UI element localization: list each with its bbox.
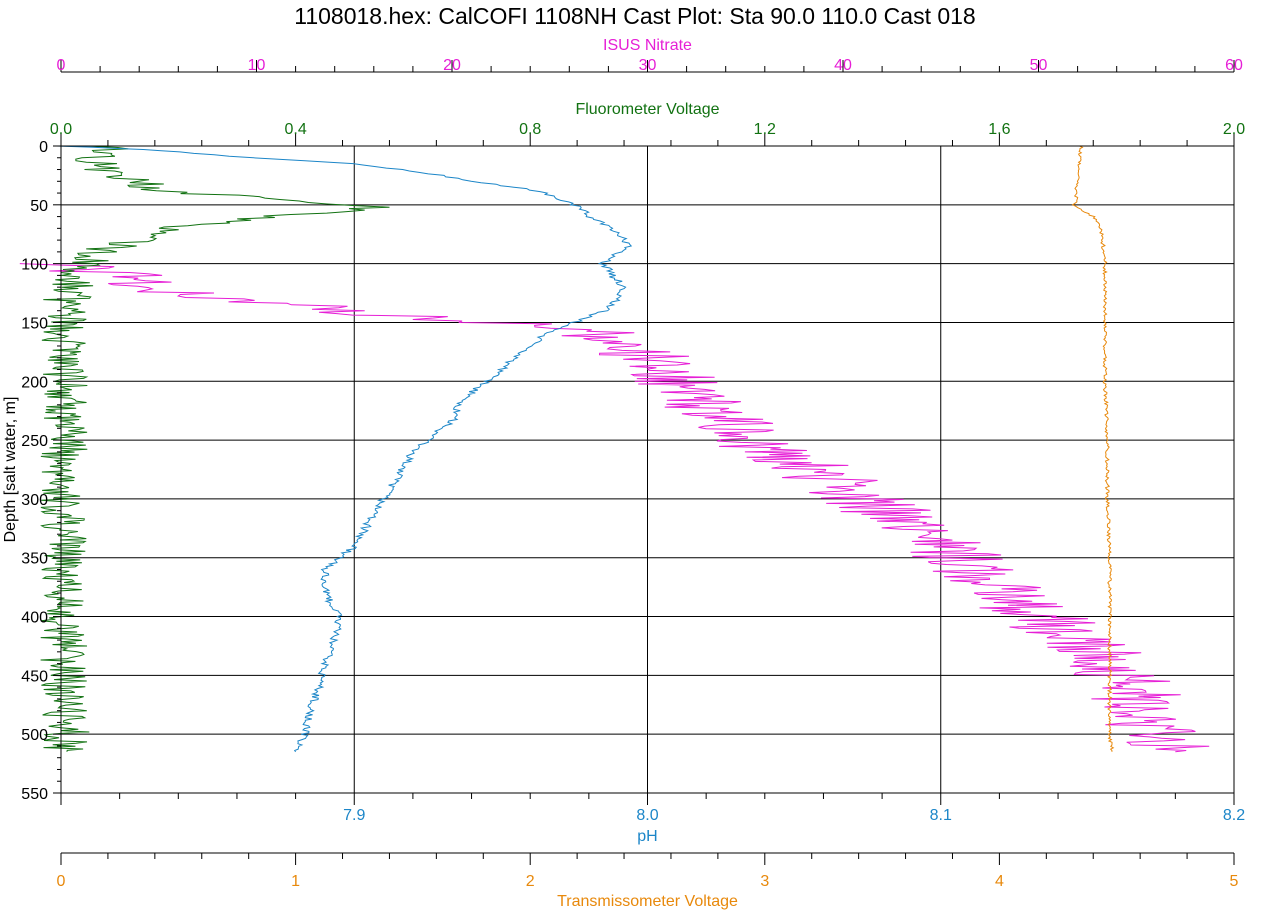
y-tick-label: 150 xyxy=(21,315,48,332)
ph-axis-title: pH xyxy=(637,828,657,845)
plot-frame xyxy=(60,145,1235,793)
fluorometer-voltage-tick-label: 0.4 xyxy=(284,121,306,138)
y-tick-label: 0 xyxy=(39,139,48,156)
y-tick-label: 550 xyxy=(21,786,48,803)
series-line-isus-nitrate xyxy=(19,263,1210,753)
isus-nitrate-tick-label: 30 xyxy=(639,57,657,74)
fluorometer-voltage-tick-label: 1.2 xyxy=(754,121,776,138)
y-tick-label: 350 xyxy=(21,551,48,568)
isus-nitrate-axis-title: ISUS Nitrate xyxy=(603,37,692,54)
y-tick-label: 450 xyxy=(21,668,48,685)
ph-tick-label: 8.2 xyxy=(1223,807,1245,824)
isus-nitrate-tick-label: 10 xyxy=(248,57,266,74)
series-line-transmissometer-voltage xyxy=(1071,145,1115,752)
fluorometer-voltage-tick-label: 1.6 xyxy=(988,121,1010,138)
isus-nitrate-tick-label: 0 xyxy=(57,57,66,74)
fluorometer-voltage-axis-title: Fluorometer Voltage xyxy=(575,101,719,118)
series-line-fluorometer-voltage xyxy=(40,145,390,752)
y-tick-label: 400 xyxy=(21,610,48,627)
transmissometer-voltage-axis-title: Transmissometer Voltage xyxy=(557,893,738,910)
y-tick-label: 100 xyxy=(21,257,48,274)
gridlines xyxy=(61,146,1234,793)
transmissometer-voltage-tick-label: 2 xyxy=(526,873,535,890)
ph-tick-label: 8.0 xyxy=(636,807,658,824)
y-axis-title: Depth [salt water, m] xyxy=(2,397,19,543)
ph-tick-label: 7.9 xyxy=(343,807,365,824)
y-tick-label: 200 xyxy=(21,374,48,391)
isus-nitrate-tick-label: 60 xyxy=(1225,57,1243,74)
series-lines xyxy=(19,145,1210,753)
transmissometer-voltage-tick-label: 3 xyxy=(760,873,769,890)
isus-nitrate-tick-label: 50 xyxy=(1030,57,1048,74)
transmissometer-voltage-tick-label: 1 xyxy=(291,873,300,890)
series-line-ph xyxy=(56,145,633,753)
fluorometer-voltage-tick-label: 2.0 xyxy=(1223,121,1245,138)
fluorometer-voltage-tick-label: 0.8 xyxy=(519,121,541,138)
y-tick-label: 300 xyxy=(21,492,48,509)
y-tick-label: 50 xyxy=(30,198,48,215)
isus-nitrate-tick-label: 20 xyxy=(443,57,461,74)
transmissometer-voltage-tick-label: 5 xyxy=(1230,873,1239,890)
transmissometer-voltage-tick-label: 0 xyxy=(57,873,66,890)
y-tick-label: 250 xyxy=(21,433,48,450)
isus-nitrate-tick-label: 40 xyxy=(834,57,852,74)
chart-title: 1108018.hex: CalCOFI 1108NH Cast Plot: S… xyxy=(294,3,975,29)
fluorometer-voltage-tick-label: 0.0 xyxy=(50,121,72,138)
transmissometer-voltage-tick-label: 4 xyxy=(995,873,1004,890)
y-tick-label: 500 xyxy=(21,727,48,744)
ph-tick-label: 8.1 xyxy=(930,807,952,824)
